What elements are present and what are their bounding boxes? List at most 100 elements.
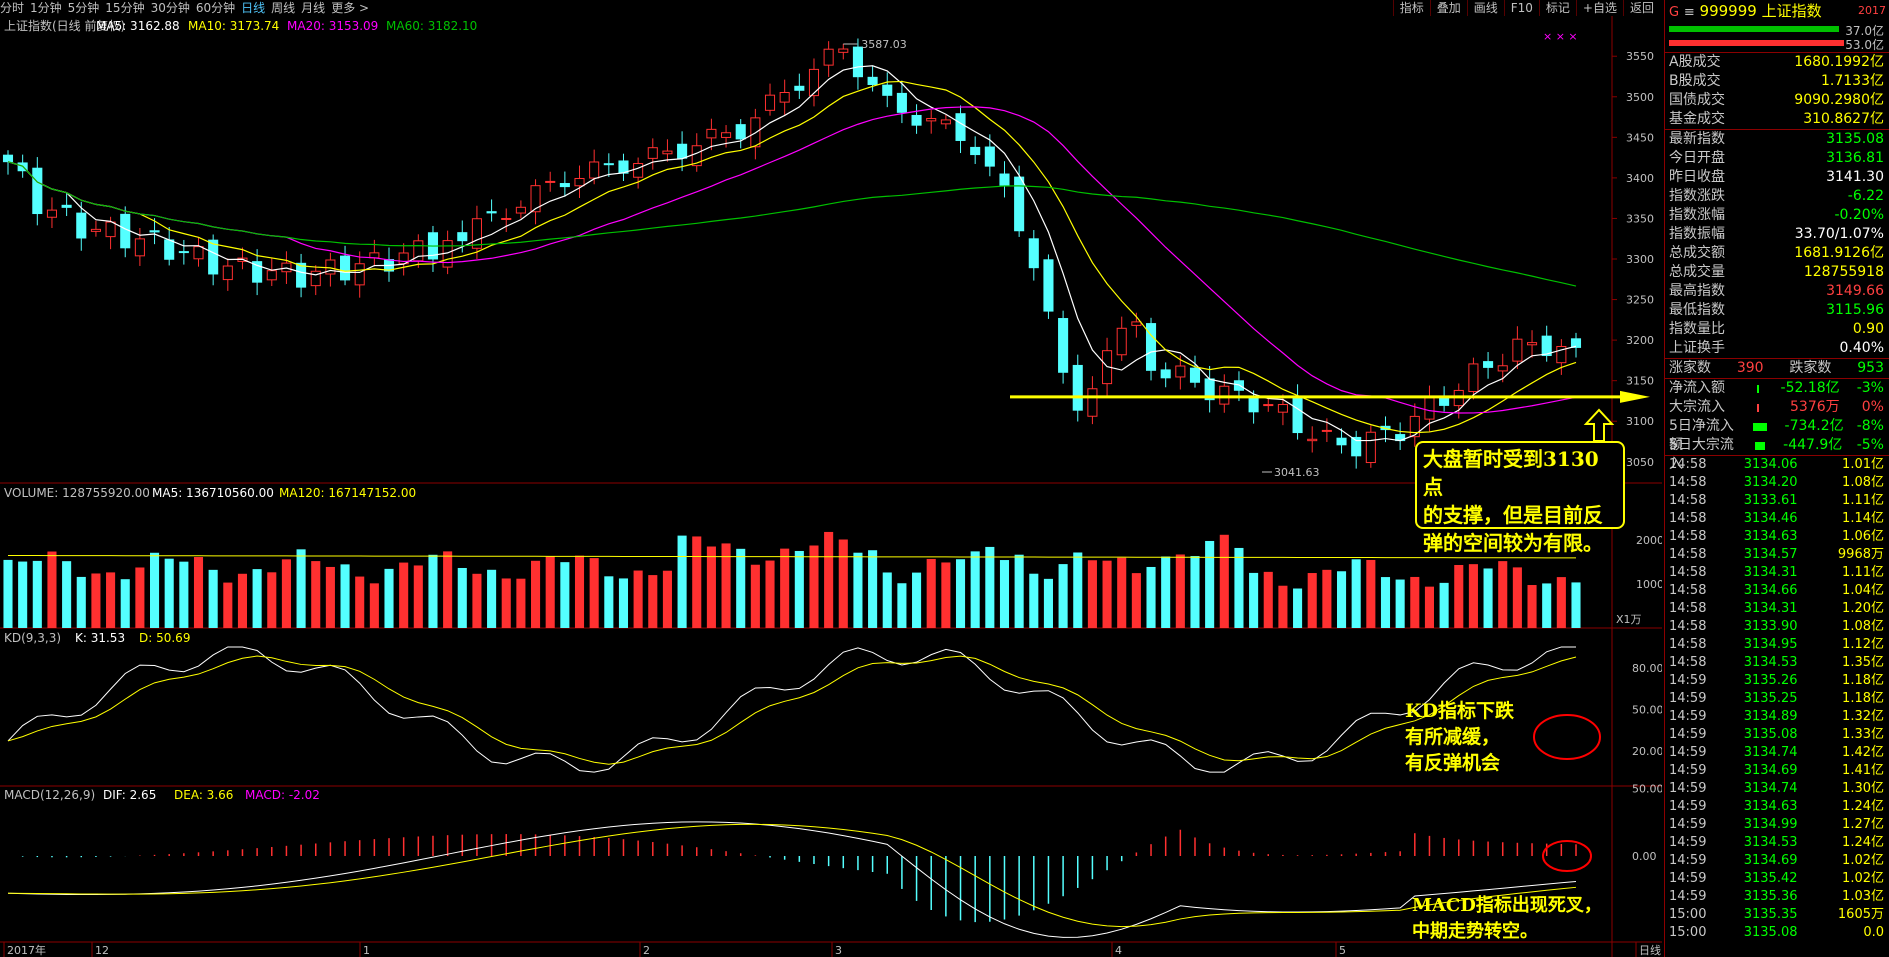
candle-body [471,218,482,249]
volume-bar [1468,564,1478,628]
price-axis-label: 3100 [1626,415,1654,428]
tick-time: 14:58 [1669,511,1707,526]
candle-body [325,259,336,275]
toolbar-button[interactable]: 画线 [1466,0,1504,16]
volume-bar [76,576,86,628]
volume-bar [516,578,526,628]
tick-price: 3134.89 [1743,709,1798,724]
stat-row-label: 总成交额 [1669,245,1725,261]
timeframe-tab[interactable]: 30分钟 [150,1,190,15]
price-axis-label: 3450 [1626,131,1654,144]
volume-bar [340,564,350,628]
volume-bar [706,546,716,628]
tick-time: 14:58 [1669,547,1707,562]
volume-bar [999,560,1010,628]
tick-row: 14:58 3134.57 9968万 [1665,546,1889,564]
flow-value: -52.18亿 [1780,380,1840,396]
toolbar-button[interactable]: 指标 [1392,0,1430,16]
timeframe-tab[interactable]: 月线 [301,1,326,15]
candle-body [1468,363,1479,393]
flow-pct: 0% [1861,399,1884,415]
timeframe-tab[interactable]: 5分钟 [67,1,100,15]
tick-time: 14:58 [1669,601,1707,616]
volume-bar [824,531,834,628]
stat-row-value: 0.40% [1839,340,1884,356]
candle-body [457,232,468,242]
candle-body [808,68,820,97]
bar-bottom-value: 53.0亿 [1845,38,1884,52]
main-header-text: MA60: 3182.10 [386,19,477,33]
volume-bar [487,569,497,628]
candle-body [134,238,145,257]
stat-row-label: 指数涨幅 [1669,207,1725,223]
tick-time: 14:59 [1669,691,1707,706]
timeframe-tab[interactable]: 1分钟 [30,1,62,15]
flow-row: 5日大宗流入 -447.9亿 -5% [1665,436,1889,472]
kd-annotation: KD指标下跌 有所减缓， 有反弹机会 [1405,698,1514,776]
candle-body [1160,369,1171,379]
toolbar-button[interactable]: F10 [1503,0,1539,16]
volume-bar [1087,560,1097,628]
volume-bar [267,572,277,628]
volume-bar [281,559,291,628]
candle-body [545,180,556,183]
toolbar-button[interactable]: 标记 [1538,0,1576,16]
tick-volume: 1.35亿 [1842,655,1884,670]
tick-price: 3134.31 [1743,601,1798,616]
timeframe-tab[interactable]: 15分钟 [105,1,145,15]
candle-body [1292,396,1303,434]
candle-body [1043,259,1054,312]
tick-list[interactable]: 14:58 3134.06 1.01亿 14:58 3134.20 1.08亿 14:58 3… [1665,455,1889,942]
volume-bar [1190,556,1200,628]
kd-annotation-line: KD指标下跌 [1405,700,1514,722]
candle-body [340,255,351,281]
timeframe-tab[interactable]: 周线 [271,1,296,15]
volume-bar [1014,554,1024,628]
candle-body [1263,404,1274,407]
support-annotation-line: 弹的空间较为有限。 [1423,531,1603,555]
tick-time: 14:58 [1669,475,1707,490]
price-axis-label: 3550 [1626,50,1654,63]
volume-bar [1263,571,1273,628]
stat-row-value: 0.90 [1852,321,1884,337]
index-header[interactable]: G ≡ 999999 上证指数 2017 [1665,0,1889,22]
volume-bar [472,573,482,628]
tick-volume: 1.11亿 [1842,493,1884,508]
tick-volume: 0.0 [1863,925,1884,940]
timeframe-tab[interactable]: 分时 [0,1,25,15]
tick-price: 3135.08 [1743,925,1798,940]
macd-dea-line [7,823,1577,928]
volume-bar [193,557,204,628]
kline-chart[interactable]: 3550350034503400335033003250320031503100… [0,0,1662,957]
volume-bar [1234,547,1244,628]
candle-body [1351,436,1362,457]
tick-volume: 1.03亿 [1842,889,1884,904]
timeframe-tab[interactable]: 日线 [241,1,266,15]
up-count-label: 涨家数 [1669,360,1711,376]
tick-volume: 1.14亿 [1842,511,1884,526]
support-annotation-line: 的支撑，但是目前反 [1423,503,1603,527]
timeframe-tab[interactable]: 更多 > [331,1,370,15]
candle-body [1131,321,1142,326]
toolbar-button[interactable]: 返回 [1622,0,1660,16]
volume-bar [1512,567,1522,628]
timeframe-tab[interactable]: 60分钟 [195,1,236,15]
turnover-row: A股成交 1680.1992亿 [1665,53,1889,72]
volume-bar [399,562,409,628]
date-axis-label: 2 [643,944,650,957]
index-name: 上证指数 [1761,2,1822,20]
macd-header-text: DEA: 3.66 [174,788,233,802]
toolbar-button[interactable]: +自选 [1575,0,1623,16]
stat-row-label: 上证换手 [1669,340,1725,356]
volume-bar [662,570,672,628]
toolbar-button[interactable]: 叠加 [1429,0,1467,16]
tick-row: 14:59 3135.42 1.02亿 [1665,870,1889,888]
stat-row-value: -0.20% [1834,207,1884,223]
tick-row: 14:58 3134.95 1.12亿 [1665,636,1889,654]
volume-bar [62,561,72,628]
price-axis-label: 3300 [1626,253,1654,266]
candle-body [486,211,497,214]
kd-header-text: K: 31.53 [75,631,125,645]
menu-icon[interactable]: ≡ [1683,5,1695,20]
